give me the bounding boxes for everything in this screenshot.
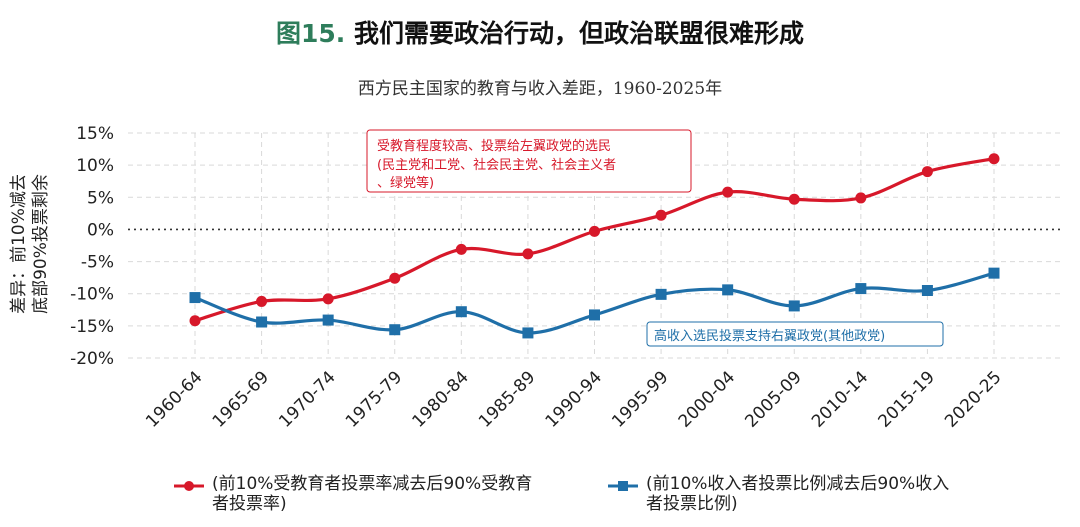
- education-point: [256, 295, 268, 307]
- legend-item-income: (前10%收入者投票比例减去后90%收入 者投票比例): [608, 474, 949, 514]
- income-point: [722, 284, 734, 296]
- x-tick-label: 1960-64: [142, 367, 206, 431]
- income-point: [921, 285, 933, 296]
- title-text: 我们需要政治行动，但政治联盟很难形成: [354, 19, 805, 48]
- annotation-left-line1: 受教育程度较高、投票给左翼政党的选民: [377, 138, 611, 154]
- annotation-right-voters: 高收入选民投票支持右翼政党(其他政党): [646, 321, 944, 347]
- income-point: [455, 306, 467, 318]
- x-tick-label: 2020-25: [941, 367, 1005, 431]
- y-tick-label: -5%: [81, 253, 114, 273]
- education-point: [855, 192, 867, 204]
- y-tick-label: 15%: [76, 124, 114, 144]
- annotation-left-line2: (民主党和工党、社会民主党、社会主义者: [377, 157, 616, 173]
- education-point: [322, 293, 334, 305]
- y-tick-label: 5%: [87, 188, 114, 208]
- y-tick-label: 10%: [76, 156, 114, 176]
- education-point: [455, 243, 467, 255]
- y-tick-label: -20%: [70, 349, 114, 369]
- x-tick-label: 1980-84: [409, 367, 473, 431]
- legend-item-education: (前10%受教育者投票率减去后90%受教育 者投票率): [174, 474, 532, 514]
- education-point: [921, 166, 933, 178]
- chart-subtitle: 西方民主国家的教育与收入差距，1960-2025年: [357, 79, 723, 99]
- x-tick-label: 1990-94: [542, 367, 606, 431]
- education-point: [722, 186, 734, 198]
- education-point: [655, 209, 667, 221]
- x-tick-label: 1985-89: [475, 367, 539, 431]
- income-point: [655, 288, 667, 300]
- education-point: [788, 193, 800, 205]
- y-tick-label: -15%: [70, 317, 114, 337]
- annotation-left-line3: 、绿党等): [377, 175, 434, 191]
- gridlines: [128, 132, 1060, 359]
- income-point: [389, 324, 401, 336]
- legend-education-line1: (前10%受教育者投票率减去后90%受教育: [212, 474, 533, 494]
- y-tick-label: 0%: [87, 220, 114, 240]
- legend-income-line1: (前10%收入者投票比例减去后90%收入: [646, 474, 950, 494]
- income-point: [788, 300, 800, 312]
- annotation-right-line1: 高收入选民投票支持右翼政党(其他政党): [654, 328, 885, 344]
- y-axis-label-line2: 底部90%投票剩余: [31, 174, 51, 314]
- y-axis-label-line1: 差异：前10%减去: [9, 174, 29, 314]
- x-tick-label: 2015-19: [875, 367, 939, 431]
- x-tick-label: 1995-99: [608, 367, 672, 431]
- x-tick-label: 2000-04: [675, 367, 739, 431]
- x-tick-label: 2005-09: [741, 367, 805, 431]
- legend-education-line2: 者投票率): [212, 494, 287, 514]
- income-point: [988, 267, 1000, 279]
- chart-title: 图15. 我们需要政治行动，但政治联盟很难形成: [0, 14, 1080, 50]
- x-tick-label: 1975-79: [342, 367, 406, 431]
- legend-blue-square-marker: [608, 481, 638, 491]
- education-point: [522, 248, 534, 260]
- line-chart: 15% 10% 5% 0% -5% -10% -15% -20% 1960-64 1965-69…: [9, 124, 1060, 432]
- income-point: [855, 283, 867, 295]
- income-point: [589, 309, 600, 321]
- income-point: [189, 292, 201, 304]
- income-point: [522, 327, 534, 339]
- legend-red-circle-marker: [174, 481, 204, 491]
- x-tick-label: 1970-74: [275, 367, 339, 431]
- series-layer: [189, 153, 1000, 339]
- y-axis-ticks: 15% 10% 5% 0% -5% -10% -15% -20%: [70, 124, 114, 369]
- annotation-left-voters: 受教育程度较高、投票给左翼政党的选民 (民主党和工党、社会民主党、社会主义者 、…: [366, 129, 692, 193]
- education-point: [589, 225, 600, 237]
- education-point: [389, 272, 401, 284]
- figure-label: 图15.: [275, 19, 346, 48]
- income-point: [256, 316, 268, 328]
- y-tick-label: -10%: [70, 285, 114, 305]
- x-tick-label: 1965-69: [209, 367, 273, 431]
- education-point: [988, 153, 1000, 165]
- income-point: [322, 314, 334, 326]
- x-axis-ticks: 1960-64 1965-69 1970-74 1975-79 1980-84 1985-…: [142, 367, 1005, 431]
- education-point: [189, 315, 201, 327]
- x-tick-label: 2010-14: [808, 367, 872, 431]
- legend-income-line2: 者投票比例): [646, 494, 738, 514]
